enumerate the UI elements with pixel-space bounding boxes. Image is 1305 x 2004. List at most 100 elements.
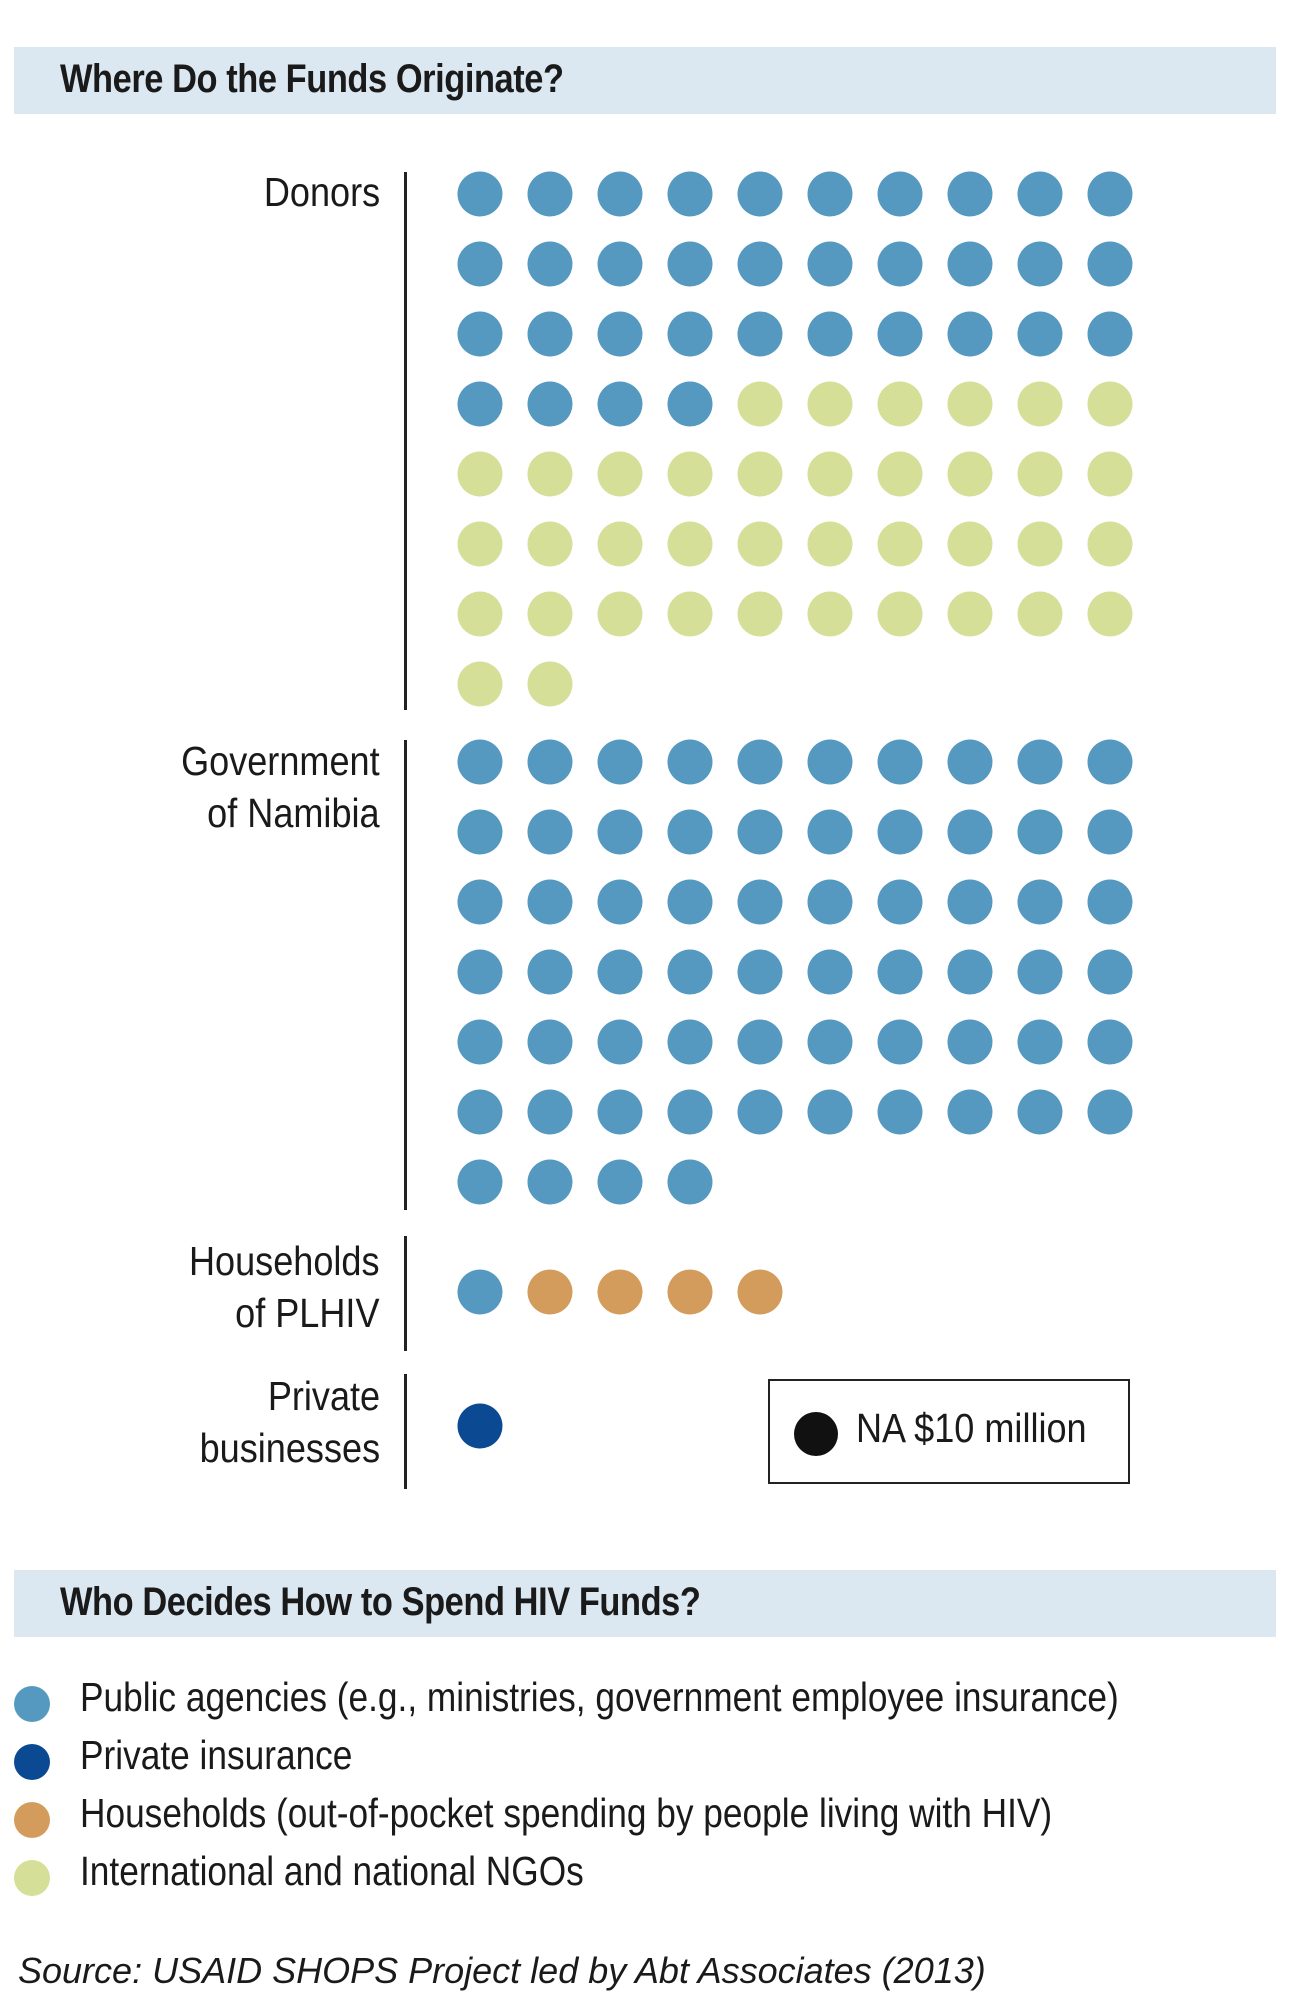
unit-dot [667,809,713,855]
unit-dot [457,381,503,427]
unit-dot [737,1089,783,1135]
bracket-government [404,740,407,1210]
unit-dot [877,451,923,497]
unit-dot [807,1089,853,1135]
unit-dot [737,311,783,357]
unit-dot [457,1019,503,1065]
unit-dot [947,521,993,567]
unit-dot [737,949,783,995]
unit-dot [737,521,783,567]
unit-dot [527,591,573,637]
unit-dot [667,1019,713,1065]
unit-dot [527,1269,573,1315]
unit-dot [807,1019,853,1065]
unit-dot [667,591,713,637]
unit-dot [667,381,713,427]
unit-dot [527,661,573,707]
section-title-decides: Who Decides How to Spend HIV Funds? [60,1580,701,1624]
category-label-government: Government of Namibia [181,735,380,839]
bracket-households [404,1236,407,1351]
unit-dot [737,381,783,427]
unit-dot [877,1089,923,1135]
unit-dot [947,591,993,637]
unit-dot [1017,171,1063,217]
unit-dot [947,171,993,217]
unit-dot [877,739,923,785]
unit-dot [1017,1019,1063,1065]
unit-dot [947,451,993,497]
unit-dot [807,241,853,287]
unit-dot [1017,451,1063,497]
legend-dot-ngos [14,1860,50,1896]
legend-dot-private-insurance [14,1744,50,1780]
unit-dot [527,739,573,785]
unit-dot [597,521,643,567]
unit-dot [457,1089,503,1135]
section-banner-decides: Who Decides How to Spend HIV Funds? [14,1570,1276,1637]
unit-dot [457,311,503,357]
category-label-line: businesses [199,1425,380,1471]
unit-dot [807,521,853,567]
unit-dot [1087,171,1133,217]
category-label-private-businesses: Private businesses [199,1370,380,1474]
unit-dot [877,171,923,217]
unit-dot [947,739,993,785]
unit-dot [457,809,503,855]
section-banner-origin: Where Do the Funds Originate? [14,47,1276,114]
unit-dot [1087,1089,1133,1135]
unit-dot [597,1089,643,1135]
unit-dot [527,171,573,217]
unit-dot [667,311,713,357]
unit-dot [807,739,853,785]
unit-dot [1017,809,1063,855]
unit-dot [1087,809,1133,855]
unit-dot [527,521,573,567]
unit-dot [597,1269,643,1315]
unit-dot [1017,879,1063,925]
unit-dot [457,1403,503,1449]
unit-dot [457,241,503,287]
unit-dot [1017,591,1063,637]
unit-dot [457,1159,503,1205]
category-label-line: Government [181,738,380,784]
unit-dot [527,949,573,995]
unit-key-label: NA $10 million [856,1405,1087,1451]
unit-dot [597,739,643,785]
legend-dot-households [14,1802,50,1838]
legend-dot-public-agencies [14,1686,50,1722]
unit-dot [457,521,503,567]
unit-dot [1017,381,1063,427]
unit-dot [947,381,993,427]
unit-dot [947,809,993,855]
unit-dot [947,1089,993,1135]
unit-dot [667,879,713,925]
unit-dot [597,809,643,855]
unit-dot [1087,1019,1133,1065]
unit-dot [667,1269,713,1315]
unit-dot [807,381,853,427]
unit-dot [597,1019,643,1065]
section-title-origin: Where Do the Funds Originate? [60,57,564,101]
unit-dot [737,1269,783,1315]
legend-label: International and national NGOs [80,1848,584,1894]
unit-dot [737,739,783,785]
unit-dot [737,171,783,217]
unit-dot [457,949,503,995]
category-label-donors: Donors [264,166,380,218]
unit-dot [1017,311,1063,357]
unit-dot [1017,949,1063,995]
unit-dot [807,171,853,217]
unit-dot [1087,451,1133,497]
unit-dot [737,809,783,855]
unit-dot [877,311,923,357]
unit-dot [527,451,573,497]
unit-dot [737,879,783,925]
unit-dot [597,311,643,357]
unit-dot [527,311,573,357]
legend-label: Public agencies (e.g., ministries, gover… [80,1674,1119,1720]
unit-dot [667,739,713,785]
unit-dot [457,1269,503,1315]
unit-dot [737,241,783,287]
unit-dot [527,241,573,287]
